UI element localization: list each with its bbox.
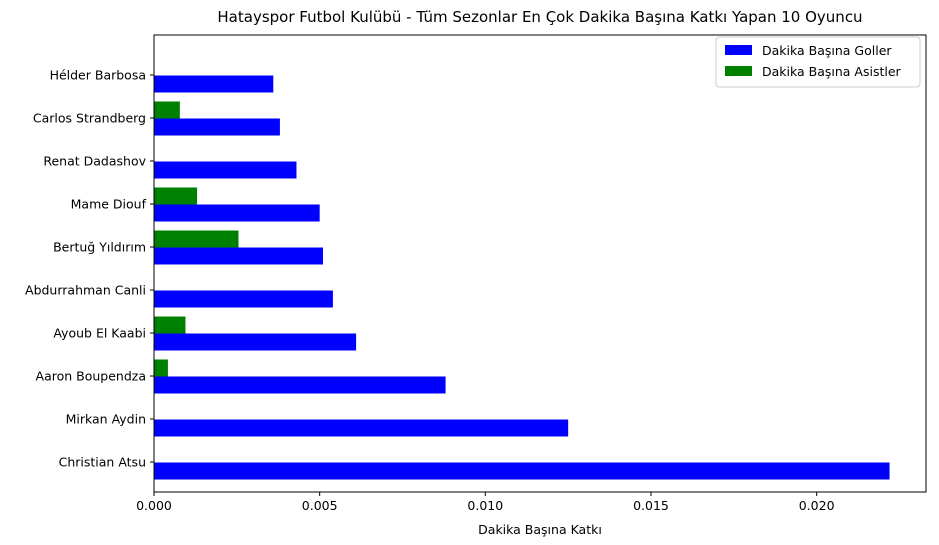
legend: Dakika Başına Goller Dakika Başına Asistl… <box>715 36 921 88</box>
legend-label: Dakika Başına Asistler <box>762 64 902 79</box>
x-tick-label: 0.015 <box>633 498 669 513</box>
legend-swatch <box>725 45 752 55</box>
y-tick-label: Bertuğ Yıldırım <box>53 240 146 255</box>
bar-goals-2 <box>154 419 569 437</box>
bar-goals-3 <box>154 376 446 394</box>
x-tick-label: 0.000 <box>136 498 172 513</box>
x-tick-label: 0.020 <box>799 498 835 513</box>
bar-assists-9 <box>154 101 180 119</box>
axes <box>153 34 927 493</box>
bar-goals-9 <box>154 118 280 136</box>
bar-assists-6 <box>154 230 239 248</box>
chart-title: Hatayspor Futbol Kulübü - Tüm Sezonlar E… <box>217 8 862 26</box>
bar-assists-3 <box>154 359 168 377</box>
y-ticks: Christian Atsu Mirkan Aydin Aaron Boupendz… <box>25 68 154 470</box>
y-tick-label: Abdurrahman Canli <box>25 283 146 298</box>
x-tick-label: 0.010 <box>467 498 503 513</box>
bar-goals-6 <box>154 247 323 265</box>
y-tick-label: Christian Atsu <box>59 455 146 470</box>
plot-frame <box>153 34 927 493</box>
legend-swatch <box>725 66 752 76</box>
y-tick-label: Aaron Boupendza <box>36 369 146 384</box>
bar-goals-5 <box>154 290 333 308</box>
bar-goals-10 <box>154 75 274 93</box>
x-axis-label: Dakika Başına Katkı <box>478 522 602 537</box>
bar-assists-4 <box>154 316 186 334</box>
y-tick-label: Carlos Strandberg <box>33 111 146 126</box>
x-tick-label: 0.005 <box>302 498 338 513</box>
y-tick-label: Renat Dadashov <box>43 154 146 169</box>
bar-goals-4 <box>154 333 357 351</box>
bar-goals-8 <box>154 161 297 179</box>
y-tick-label: Mirkan Aydin <box>66 412 146 427</box>
y-tick-label: Ayoub El Kaabi <box>53 326 146 341</box>
x-ticks: 0.000 0.005 0.010 0.015 0.020 <box>136 492 835 513</box>
bar-goals-7 <box>154 204 320 222</box>
bar-goals-1 <box>154 462 890 480</box>
y-tick-label: Hélder Barbosa <box>50 68 146 83</box>
bars <box>154 75 890 480</box>
bar-assists-7 <box>154 187 198 205</box>
legend-label: Dakika Başına Goller <box>762 43 892 58</box>
legend-box <box>715 36 921 88</box>
y-tick-label: Mame Diouf <box>71 197 147 212</box>
